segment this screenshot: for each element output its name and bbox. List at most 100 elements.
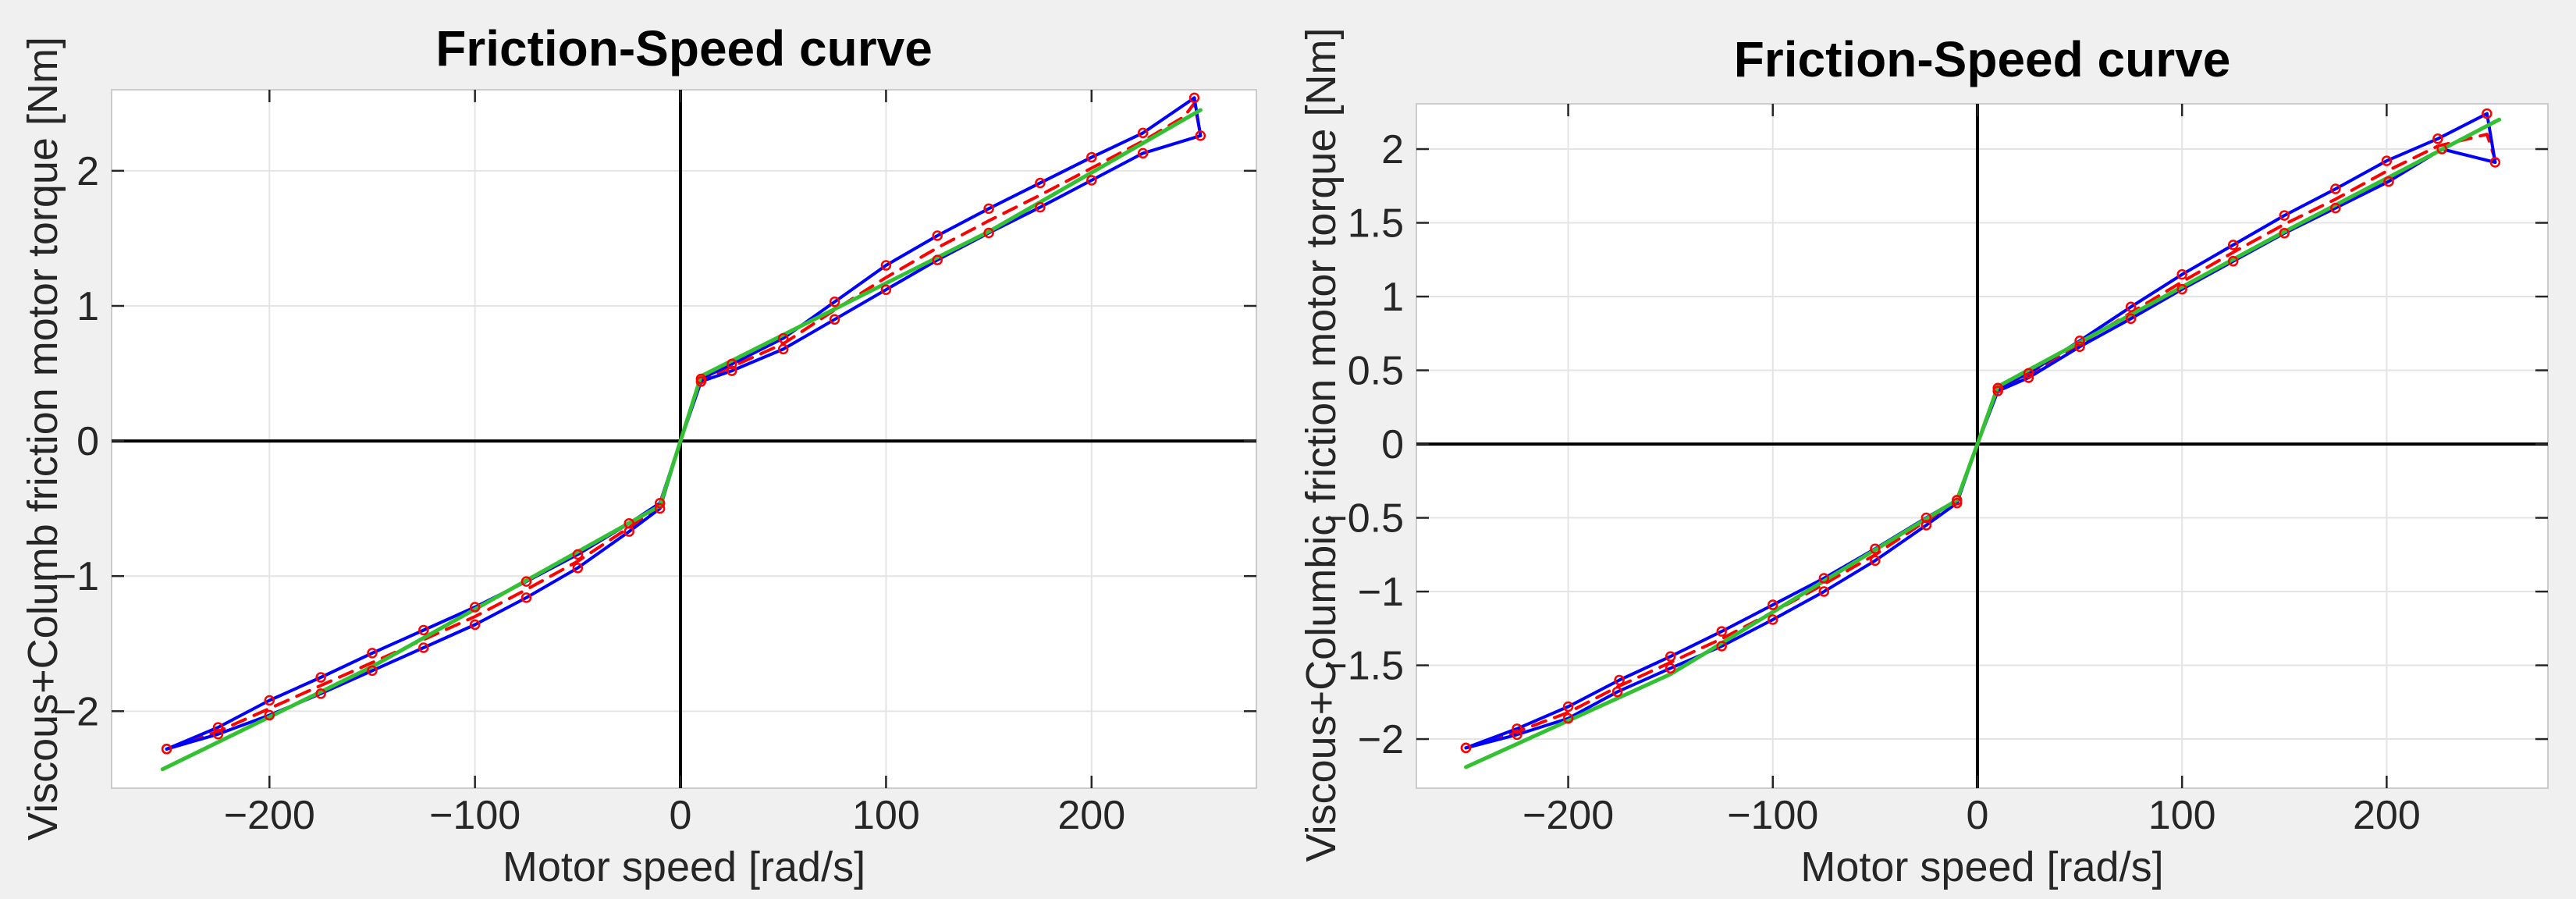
data-point-marker (2125, 313, 2137, 325)
data-point-marker (2279, 228, 2290, 239)
data-point-marker (1035, 201, 1046, 213)
data-point-marker (880, 284, 892, 295)
data-point-marker (1614, 674, 1625, 686)
y-tick-label: 1 (1381, 275, 1404, 320)
x-tick-label: −200 (224, 793, 315, 838)
data-point-marker (1035, 177, 1046, 189)
right-plot-svg: −200 −100 0 100 200 −2 −1.5 −1 −0.5 0 0.5 1 1.5 2 (1324, 103, 2549, 838)
data-point-marker (1086, 151, 1097, 163)
x-tick-label: 200 (1057, 793, 1125, 838)
data-point-marker (2383, 176, 2394, 187)
y-tick-label: 2 (1381, 127, 1404, 172)
data-point-marker (418, 642, 429, 653)
y-tick-label: 1 (76, 284, 99, 329)
plot-area (1416, 104, 2548, 788)
data-point-marker (2482, 108, 2493, 119)
data-point-marker (2381, 155, 2393, 166)
data-point-marker (932, 254, 943, 265)
data-point-marker (1992, 386, 2003, 396)
y-tick-label: 0 (76, 419, 99, 464)
right-figure-panel: −200 −100 0 100 200 −2 −1.5 −1 −0.5 0 0.5 1 1.5 2 Fri… (1288, 0, 2576, 899)
x-tick-label: −200 (1523, 793, 1614, 838)
y-tick-label: −1 (53, 554, 99, 599)
right-y-axis-label: Viscous+Columbic friction motor torque [… (1298, 27, 1345, 862)
data-point-marker (1716, 626, 1727, 637)
data-point-marker (1562, 712, 1574, 724)
data-point-marker (2074, 341, 2085, 353)
x-tick-label: −100 (429, 793, 521, 838)
data-point-marker (2176, 283, 2187, 295)
data-point-marker (1768, 614, 1778, 625)
y-tick-label: 1.5 (1348, 201, 1404, 247)
data-point-marker (1870, 543, 1881, 554)
y-tick-label: 0 (1381, 422, 1404, 467)
data-point-marker (1611, 686, 1623, 698)
data-point-marker (2125, 301, 2137, 313)
data-point-marker (521, 592, 532, 603)
data-point-marker (695, 376, 707, 387)
data-point-marker (521, 576, 532, 587)
plot-area (112, 90, 1256, 788)
data-point-marker (2279, 210, 2290, 221)
y-tick-label: 0.5 (1348, 349, 1404, 394)
data-point-marker (727, 365, 737, 376)
data-point-marker (1818, 573, 1830, 584)
data-point-marker (212, 729, 224, 740)
data-point-marker (2432, 133, 2443, 144)
data-point-marker (829, 297, 840, 307)
data-point-marker (829, 314, 840, 325)
data-point-marker (1920, 512, 1932, 524)
x-tick-label: 100 (2148, 793, 2216, 838)
left-chart-title: Friction-Speed curve (435, 20, 933, 76)
data-point-marker (1086, 175, 1097, 186)
data-point-marker (2436, 144, 2447, 155)
data-point-marker (2489, 157, 2501, 168)
data-point-marker (1818, 586, 1830, 597)
data-point-marker (1137, 127, 1149, 139)
data-point-marker (880, 260, 892, 271)
data-point-marker (624, 526, 634, 537)
data-point-marker (1951, 497, 1963, 509)
data-point-marker (1460, 742, 1472, 754)
data-point-marker (1870, 555, 1881, 567)
data-point-marker (1137, 147, 1149, 159)
data-point-marker (2330, 183, 2341, 194)
data-point-marker (1920, 520, 1932, 531)
data-point-marker (727, 358, 737, 370)
data-point-marker (932, 230, 943, 241)
x-tick-label: 0 (670, 793, 692, 838)
right-chart-title: Friction-Speed curve (1733, 31, 2231, 87)
data-point-marker (469, 619, 481, 631)
data-point-marker (2023, 368, 2034, 379)
data-point-marker (983, 203, 994, 215)
data-point-marker (367, 665, 378, 677)
x-tick-label: 100 (852, 793, 920, 838)
left-plot-svg: −200 −100 0 100 200 −2 −1 0 1 2 (53, 89, 1257, 838)
data-point-marker (983, 227, 994, 239)
data-point-marker (212, 722, 224, 733)
data-point-marker (1512, 729, 1523, 741)
data-point-marker (2023, 372, 2034, 383)
data-point-marker (264, 695, 275, 706)
data-point-marker (469, 602, 481, 613)
data-point-marker (264, 709, 275, 721)
data-point-marker (1562, 701, 1574, 712)
x-tick-label: 200 (2353, 793, 2421, 838)
data-point-marker (2227, 255, 2239, 267)
data-point-marker (2176, 268, 2187, 280)
data-point-marker (1512, 723, 1523, 734)
left-figure-panel: −200 −100 0 100 200 −2 −1 0 1 2 Friction-Speed cu… (20, 20, 1257, 890)
data-point-marker (315, 688, 326, 699)
left-y-axis-label: Viscous+Columb friction motor torque [Nm… (20, 37, 66, 840)
data-point-marker (1665, 651, 1676, 662)
y-tick-label: −2 (53, 689, 99, 734)
data-point-marker (1195, 130, 1206, 141)
data-point-marker (2074, 335, 2085, 346)
data-point-marker (2227, 240, 2239, 251)
x-tick-label: 0 (1967, 793, 1989, 838)
data-point-marker (1189, 92, 1200, 104)
data-point-marker (654, 503, 666, 514)
data-point-marker (1768, 599, 1778, 610)
left-x-axis-label: Motor speed [rad/s] (502, 844, 866, 890)
data-point-marker (777, 343, 789, 355)
